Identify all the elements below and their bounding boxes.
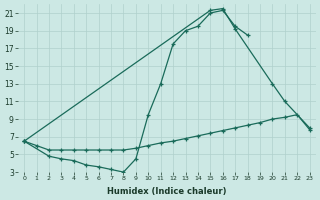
X-axis label: Humidex (Indice chaleur): Humidex (Indice chaleur) [107,187,227,196]
